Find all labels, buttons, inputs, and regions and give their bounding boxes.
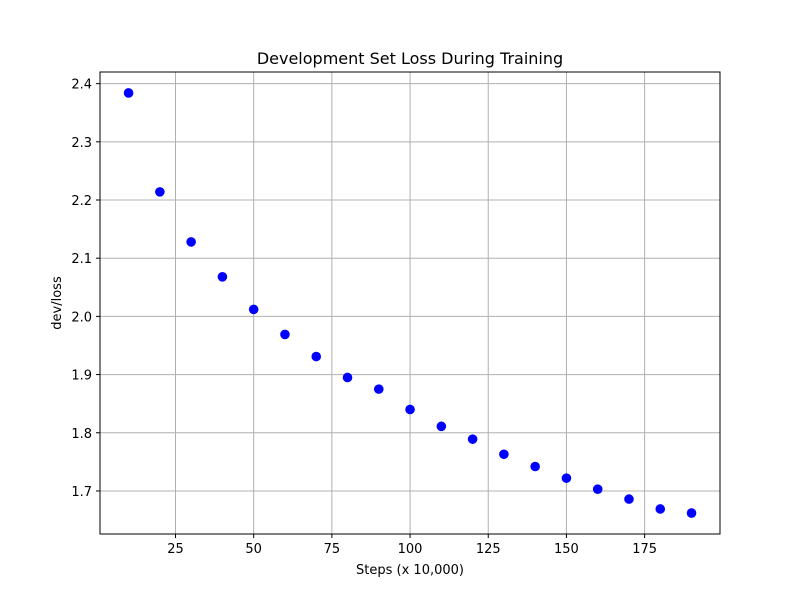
- y-tick-label: 2.4: [71, 78, 92, 93]
- data-point: [280, 329, 290, 340]
- y-tick-label: 1.8: [71, 427, 92, 442]
- x-tick-label: 50: [245, 542, 262, 557]
- x-tick-label: 175: [632, 542, 657, 557]
- x-axis-label: Steps (x 10,000): [356, 563, 464, 578]
- data-point: [405, 404, 415, 415]
- grid-lines: [100, 72, 720, 534]
- data-point: [186, 237, 196, 247]
- y-tick-label: 2.2: [71, 194, 92, 209]
- chart-title: Development Set Loss During Training: [257, 49, 563, 68]
- y-tick-label: 1.7: [71, 485, 92, 500]
- data-point: [624, 494, 634, 504]
- data-point: [436, 421, 447, 432]
- y-tick-label: 1.9: [71, 369, 92, 384]
- data-point: [155, 187, 165, 197]
- data-point: [561, 473, 572, 483]
- data-point: [248, 304, 259, 315]
- data-point: [530, 461, 540, 472]
- data-point: [373, 384, 384, 394]
- data-point: [342, 372, 353, 383]
- y-tick-label: 2.1: [71, 252, 92, 267]
- y-axis-ticks: 1.7 1.8 1.9 2.0 2.1 2.2 2.3 2.4: [71, 78, 100, 500]
- data-point: [217, 272, 228, 282]
- y-axis-label: dev/loss: [50, 276, 65, 330]
- data-point: [686, 508, 697, 518]
- data-point: [467, 434, 478, 444]
- y-tick-label: 2.0: [71, 310, 92, 325]
- x-axis-ticks: 25 50 75 100 125 150 175: [167, 534, 657, 557]
- data-point: [655, 504, 666, 514]
- x-tick-label: 100: [398, 542, 423, 557]
- data-point: [499, 449, 509, 460]
- data-point: [592, 484, 603, 494]
- data-points: [123, 88, 697, 518]
- data-point: [311, 351, 322, 362]
- data-point: [123, 88, 134, 98]
- x-tick-label: 75: [324, 542, 341, 557]
- x-tick-label: 150: [554, 542, 579, 557]
- x-tick-label: 25: [167, 542, 184, 557]
- x-tick-label: 125: [476, 542, 501, 557]
- y-tick-label: 2.3: [71, 136, 92, 151]
